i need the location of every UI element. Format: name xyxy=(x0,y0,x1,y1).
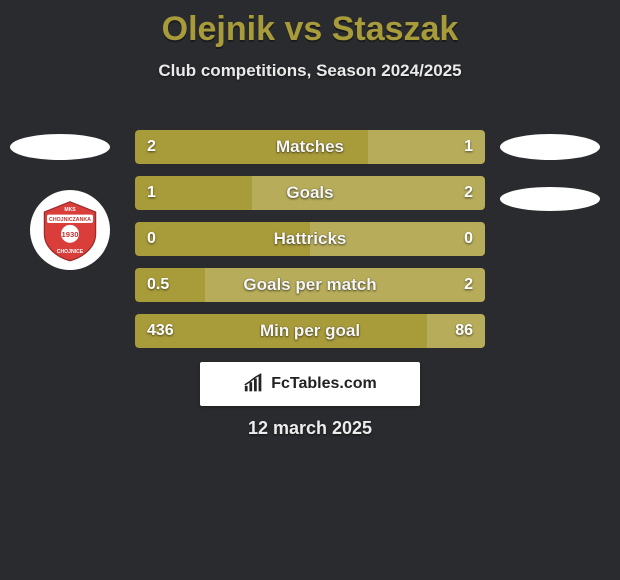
stat-label: Goals per match xyxy=(135,268,485,302)
comparison-card: Olejnik vs Staszak Club competitions, Se… xyxy=(0,10,620,81)
stat-row: 43686Min per goal xyxy=(135,314,485,348)
page-subtitle: Club competitions, Season 2024/2025 xyxy=(0,61,620,81)
stat-label: Matches xyxy=(135,130,485,164)
stat-row: 21Matches xyxy=(135,130,485,164)
avatar-right-placeholder-1 xyxy=(500,134,600,160)
stat-row: 0.52Goals per match xyxy=(135,268,485,302)
badge-top-text: MKS xyxy=(64,207,76,213)
stat-row: 12Goals xyxy=(135,176,485,210)
avatar-left-placeholder xyxy=(10,134,110,160)
avatar-right-placeholder-2 xyxy=(500,187,600,211)
stat-row: 00Hattricks xyxy=(135,222,485,256)
footer-date: 12 march 2025 xyxy=(0,418,620,439)
source-label: FcTables.com xyxy=(271,375,377,393)
shield-icon: MKS CHOJNICZANKA 1930 CHOJNICE xyxy=(38,198,102,262)
stat-label: Min per goal xyxy=(135,314,485,348)
stat-label: Hattricks xyxy=(135,222,485,256)
badge-mid-text: CHOJNICZANKA xyxy=(49,217,91,223)
source-badge: FcTables.com xyxy=(200,362,420,406)
stat-bars: 21Matches 12Goals 00Hattricks 0.52Goals per… xyxy=(135,130,485,360)
badge-bottom-text: CHOJNICE xyxy=(57,249,84,255)
club-badge: MKS CHOJNICZANKA 1930 CHOJNICE xyxy=(30,190,110,270)
stat-label: Goals xyxy=(135,176,485,210)
badge-year: 1930 xyxy=(61,230,78,239)
barchart-icon xyxy=(243,373,265,395)
page-title: Olejnik vs Staszak xyxy=(0,10,620,49)
